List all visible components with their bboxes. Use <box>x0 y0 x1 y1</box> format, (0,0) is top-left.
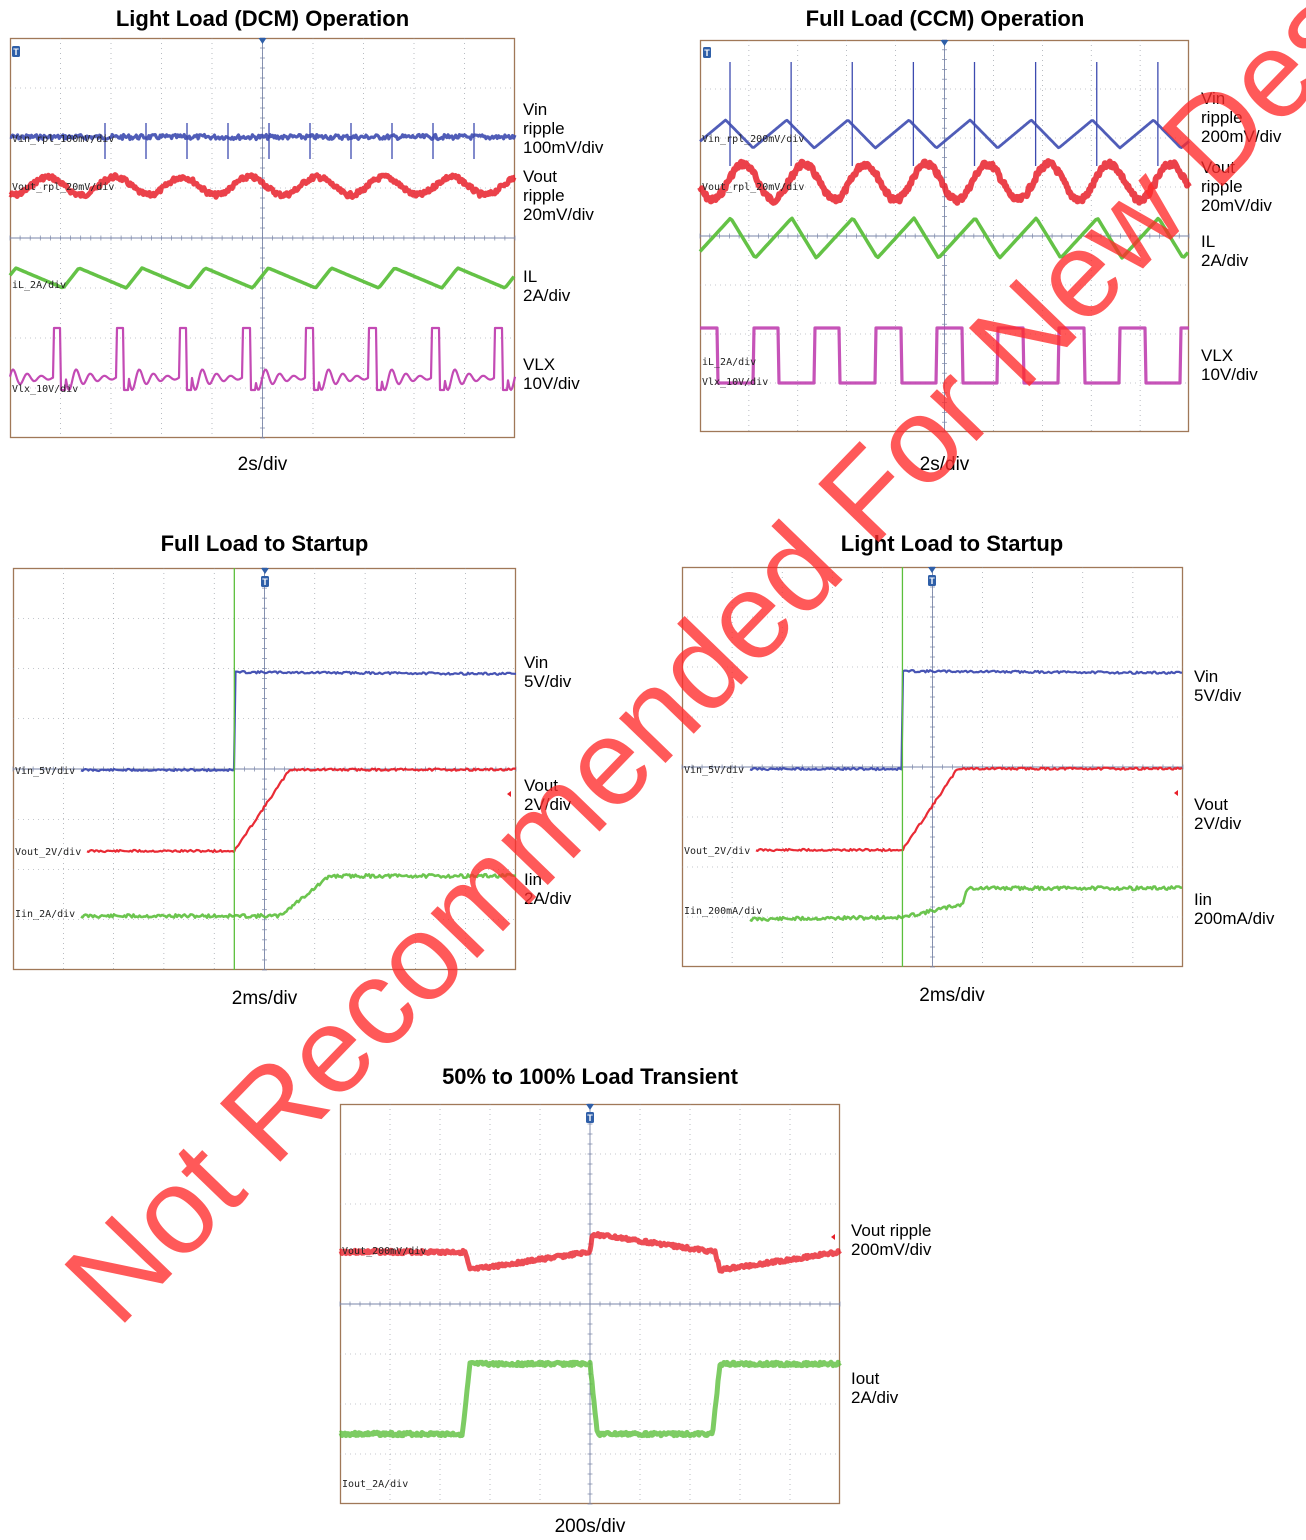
chart-title-ccm: Full Load (CCM) Operation <box>805 6 1085 31</box>
side-label-vin-light-startup: Vin 5V/div <box>1194 667 1242 705</box>
series-vout-full-startup <box>86 767 516 854</box>
series-il-ccm <box>698 216 1190 260</box>
channel-label-vin-ccm: Vin_rpl_200mV/div <box>702 134 804 145</box>
series-vin-full-startup <box>80 670 516 773</box>
trigger-t-icon: T <box>586 1112 594 1123</box>
scope-plot-ccm: T Vin_rpl_200mV/div Vout_rpl_20mV/div iL_2A… <box>697 39 1192 433</box>
side-label-vin-ripple-dcm: Vin ripple 100mV/div <box>523 100 604 157</box>
side-label-vin-ripple-ccm: Vin ripple 200mV/div <box>1201 89 1282 146</box>
side-label-il-ccm: IL 2A/div <box>1201 232 1249 270</box>
series-vout-transient <box>338 1231 842 1274</box>
series-vin-ripple-dcm <box>9 132 517 142</box>
side-label-vlx-dcm: VLX 10V/div <box>523 355 580 393</box>
trigger-t-icon: T <box>928 575 936 586</box>
light-startup-trigger-marker <box>928 567 936 573</box>
channel-label-vout-dcm: Vout_rpl_20mV/div <box>12 182 114 193</box>
ccm-trigger-marker <box>940 40 949 46</box>
time-div-load-transient: 200s/div <box>554 1516 626 1537</box>
side-label-vout-ripple-ccm: Vout ripple 20mV/div <box>1201 158 1272 215</box>
channel-label-il-dcm: iL_2A/div <box>12 280 66 291</box>
chart-title-light-startup: Light Load to Startup <box>840 531 1064 556</box>
time-div-light-startup: 2ms/div <box>919 985 985 1006</box>
channel-label-vout-transient: Vout_200mV/div <box>342 1246 426 1257</box>
series-vout-ripple-ccm <box>697 158 1192 206</box>
scope-plot-full-startup: T Vin_5V/div Vout_2V/div Iin_2A/div <box>12 567 517 971</box>
time-div-ccm: 2s/div <box>919 454 970 475</box>
time-div-full-startup: 2ms/div <box>231 988 298 1009</box>
transient-trigger-marker <box>586 1104 594 1110</box>
series-vout-ripple-dcm <box>8 172 517 200</box>
side-label-vin-full-startup: Vin 5V/div <box>524 653 572 691</box>
side-label-vout-transient: Vout ripple 200mV/div <box>851 1221 932 1259</box>
side-label-vlx-ccm: VLX 10V/div <box>1201 346 1258 384</box>
svg-text:T: T <box>704 48 710 58</box>
series-vout-light-startup <box>755 766 1183 853</box>
series-vlx-ccm <box>699 326 1190 385</box>
side-label-iin-light-startup: Iin 200mA/div <box>1194 890 1275 928</box>
series-vin-ripple-ccm <box>699 118 1190 150</box>
channel-label-il-ccm: iL_2A/div <box>702 357 756 368</box>
scope-plot-dcm: T Vin_rpl_100mV/div Vout_rpl_20mV/div iL_2A… <box>8 37 517 439</box>
svg-text:T: T <box>587 1113 593 1123</box>
channel-label-vout-ccm: Vout_rpl_20mV/div <box>702 182 804 193</box>
series-vin-light-startup <box>749 669 1183 772</box>
channel-label-iin-light-startup: Iin_200mA/div <box>684 906 762 917</box>
time-div-dcm: 2s/div <box>237 454 288 475</box>
ch-marker <box>1174 790 1178 796</box>
dcm-grid <box>9 37 516 439</box>
channel-label-vin-light-startup: Vin_5V/div <box>684 765 744 776</box>
channel-label-vin-full-startup: Vin_5V/div <box>15 766 75 777</box>
full-startup-trigger-marker <box>261 568 269 574</box>
svg-text:T: T <box>13 47 19 57</box>
chart-title-full-startup: Full Load to Startup <box>160 531 369 556</box>
series-il-dcm <box>8 266 516 290</box>
transient-grid <box>339 1103 841 1505</box>
svg-text:T: T <box>262 577 268 587</box>
trigger-t-icon: T <box>703 47 711 58</box>
channel-label-iout-transient: Iout_2A/div <box>342 1479 408 1490</box>
channel-label-vout-full-startup: Vout_2V/div <box>15 847 81 858</box>
scope-plot-light-startup: T Vin_5V/div Vout_2V/div Iin_200mA/div <box>681 566 1184 968</box>
series-vlx-dcm <box>8 326 517 392</box>
side-label-iout-transient: Iout 2A/div <box>851 1369 899 1407</box>
trigger-t-icon: T <box>12 46 20 57</box>
series-iin-light-startup <box>749 885 1183 922</box>
side-label-il-dcm: IL 2A/div <box>523 267 571 305</box>
chart-title-dcm: Light Load (DCM) Operation <box>115 6 410 31</box>
channel-label-vout-light-startup: Vout_2V/div <box>684 846 750 857</box>
series-iout-transient <box>338 1359 842 1439</box>
ch-marker <box>831 1234 835 1240</box>
dcm-trigger-marker <box>258 38 267 44</box>
channel-label-vlx-ccm: Vlx_10V/div <box>702 377 768 388</box>
series-iin-full-startup <box>80 873 517 919</box>
scope-plot-load-transient: T Vout_200mV/div Iout_2A/div <box>338 1103 842 1505</box>
ch-marker <box>507 791 511 797</box>
side-label-iin-full-startup: Iin 2A/div <box>524 870 572 908</box>
channel-label-vlx-dcm: Vlx_10V/div <box>12 384 78 395</box>
chart-title-load-transient: 50% to 100% Load Transient <box>442 1064 738 1089</box>
trigger-t-icon: T <box>261 576 269 587</box>
svg-text:T: T <box>929 576 935 586</box>
channel-label-iin-full-startup: Iin_2A/div <box>15 909 75 920</box>
side-label-vout-ripple-dcm: Vout ripple 20mV/div <box>523 167 594 224</box>
channel-label-vin-dcm: Vin_rpl_100mV/div <box>12 134 114 145</box>
side-label-vout-full-startup: Vout 2V/div <box>524 776 572 814</box>
side-label-vout-light-startup: Vout 2V/div <box>1194 795 1242 833</box>
